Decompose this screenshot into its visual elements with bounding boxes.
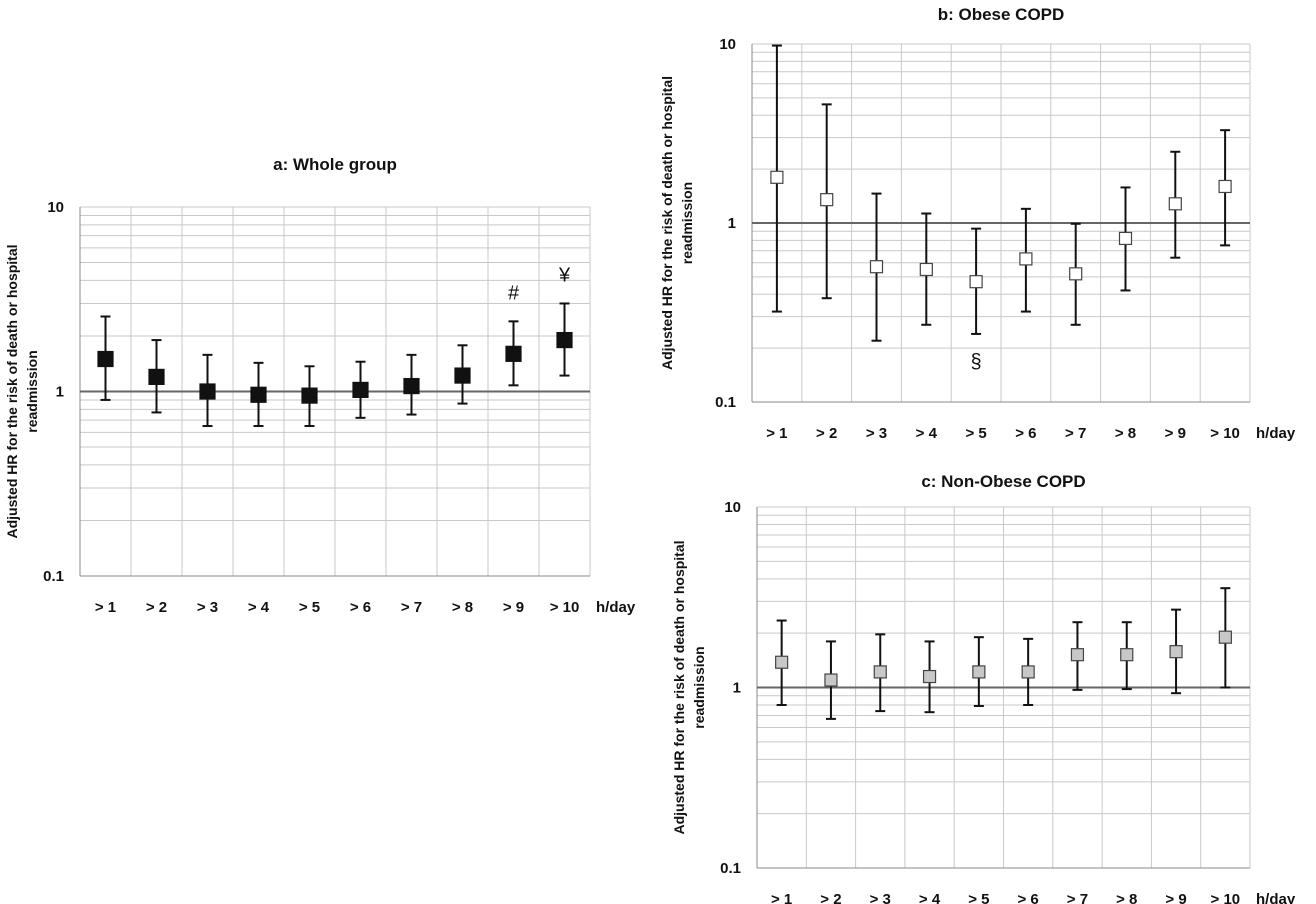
x-tick-label: > 10 (1210, 425, 1240, 442)
x-tick-label: > 5 (299, 599, 320, 616)
annotation: # (508, 282, 520, 304)
y-tick-label: 0.1 (715, 394, 736, 411)
y-tick-label: 10 (719, 36, 736, 53)
x-tick-label: > 8 (452, 599, 473, 616)
y-axis-label: Adjusted HR for the risk of death or hos… (4, 244, 20, 538)
data-point (770, 170, 784, 184)
chart-title: a: Whole group (273, 155, 397, 174)
x-axis-label: h/day (596, 599, 636, 616)
data-point (1169, 645, 1183, 659)
y-axis-label: Adjusted HR for the risk of death or hos… (659, 76, 675, 370)
data-point (1070, 648, 1085, 662)
data-point (148, 368, 165, 385)
x-tick-label: > 5 (968, 891, 989, 904)
data-point (873, 665, 887, 679)
x-tick-label: > 7 (1067, 891, 1088, 904)
data-point (775, 655, 789, 669)
x-tick-label: > 4 (916, 425, 938, 442)
x-tick-label: > 10 (1211, 891, 1241, 904)
x-tick-label: > 3 (866, 425, 887, 442)
x-tick-label: > 8 (1116, 891, 1137, 904)
x-tick-label: > 3 (197, 599, 218, 616)
x-tick-label: > 2 (820, 891, 841, 904)
x-tick-label: > 4 (248, 599, 270, 616)
x-tick-label: > 3 (870, 891, 891, 904)
data-point (1218, 179, 1232, 194)
x-tick-label: > 1 (771, 891, 792, 904)
data-point (1021, 665, 1035, 679)
y-axis-label: Adjusted HR for the risk of death or hos… (671, 540, 687, 834)
data-point (869, 260, 884, 274)
x-tick-label: > 10 (550, 599, 580, 616)
data-point (403, 377, 420, 395)
x-tick-label: > 2 (816, 425, 837, 442)
x-tick-label: > 2 (146, 599, 167, 616)
x-tick-label: > 6 (1015, 425, 1036, 442)
data-point (1168, 197, 1182, 211)
data-point (352, 381, 369, 399)
x-tick-label: > 6 (1018, 891, 1039, 904)
data-point (919, 262, 933, 277)
data-point (969, 275, 983, 289)
data-point (1120, 648, 1134, 662)
data-point (1118, 231, 1133, 246)
chart-b: 10 1 0.1 > 1 > 2 > 3 > 4 > 5 > 6 > 7 > 8 > 9 > 10 h/d… (659, 5, 1296, 442)
chart-title: b: Obese COPD (938, 5, 1065, 24)
y-tick-label: 10 (724, 499, 741, 516)
data-point (1019, 252, 1033, 266)
x-axis-label: h/day (1256, 891, 1296, 904)
x-axis-label: h/day (1256, 425, 1296, 442)
y-tick-label: 0.1 (720, 860, 741, 877)
x-tick-label: > 7 (401, 599, 422, 616)
data-point (505, 345, 522, 362)
data-point (556, 331, 573, 349)
x-tick-label: > 9 (503, 599, 524, 616)
y-tick-label: 1 (56, 384, 64, 401)
x-tick-label: > 8 (1115, 425, 1136, 442)
chart-c: 10 1 0.1 > 1 > 2 > 3 > 4 > 5 > 6 > 7 > 8 > 9 > 10 h/d… (671, 472, 1296, 904)
data-point (1069, 267, 1083, 281)
data-point (820, 193, 834, 207)
data-point (454, 367, 471, 384)
chart-title: c: Non-Obese COPD (921, 472, 1085, 491)
x-tick-label: > 6 (350, 599, 371, 616)
annotation: § (971, 351, 982, 373)
data-point (972, 665, 986, 679)
x-tick-label: > 1 (95, 599, 116, 616)
x-tick-label: > 4 (919, 891, 941, 904)
x-tick-label: > 7 (1065, 425, 1086, 442)
chart-a: 10 1 0.1 > 1 > 2 > 3 > 4 > 5 > 6 > 7 > 8 > 9 > 10 h/d… (4, 155, 636, 616)
x-tick-label: > 9 (1165, 425, 1186, 442)
data-point (824, 673, 838, 687)
y-tick-label: 10 (47, 199, 64, 216)
data-point (1218, 630, 1232, 644)
y-tick-label: 0.1 (43, 568, 64, 585)
x-tick-label: > 9 (1165, 891, 1186, 904)
y-axis-label-line2: readmission (691, 646, 707, 728)
x-tick-label: > 1 (766, 425, 787, 442)
data-point (199, 383, 216, 400)
y-tick-label: 1 (733, 680, 741, 697)
data-point (301, 387, 318, 404)
data-point (922, 669, 937, 684)
y-axis-label-line2: readmission (24, 350, 40, 432)
data-point (250, 386, 267, 403)
y-tick-label: 1 (728, 215, 736, 232)
annotation: ¥ (558, 264, 571, 286)
y-axis-label-line2: readmission (679, 182, 695, 264)
data-point (97, 350, 114, 368)
x-tick-label: > 5 (965, 425, 986, 442)
